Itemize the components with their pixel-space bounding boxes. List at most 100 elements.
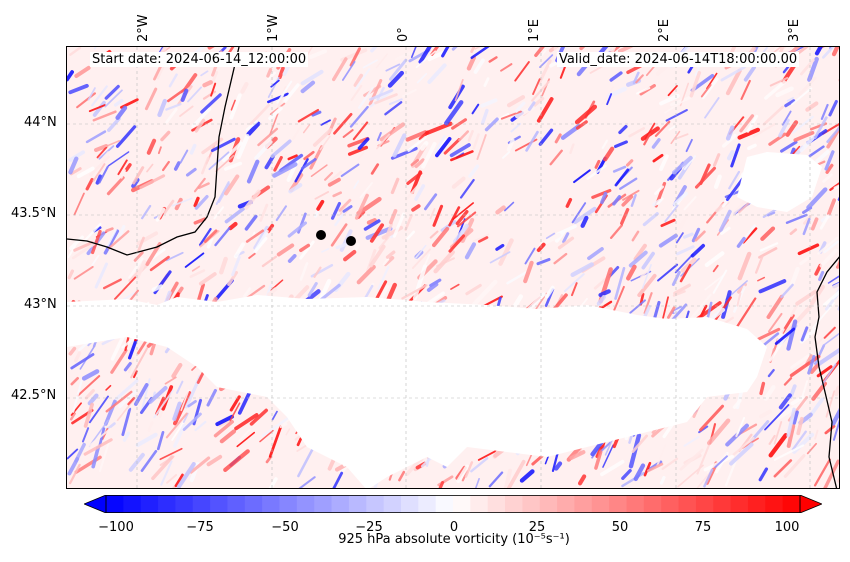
vorticity-streak bbox=[105, 227, 114, 233]
vorticity-streak bbox=[594, 450, 603, 470]
colorbar-cell bbox=[747, 495, 766, 513]
vorticity-streak bbox=[375, 280, 388, 300]
vorticity-streak bbox=[257, 127, 279, 147]
vorticity-streak bbox=[458, 130, 469, 142]
vorticity-streak bbox=[182, 412, 189, 423]
vorticity-streak bbox=[153, 389, 174, 419]
vorticity-streak bbox=[519, 469, 535, 483]
vorticity-streak bbox=[421, 141, 437, 169]
vorticity-streak bbox=[538, 128, 554, 146]
vorticity-streak bbox=[229, 395, 241, 412]
vorticity-streak bbox=[333, 112, 353, 135]
vorticity-streak bbox=[679, 448, 704, 471]
vorticity-streak bbox=[113, 98, 124, 107]
vorticity-streak bbox=[424, 253, 431, 266]
vorticity-streak bbox=[83, 402, 94, 428]
colorbar-cell bbox=[331, 495, 350, 513]
vorticity-streak bbox=[162, 160, 170, 172]
vorticity-streak bbox=[352, 242, 360, 254]
vorticity-streak bbox=[171, 362, 183, 379]
vorticity-streak bbox=[266, 223, 275, 234]
vorticity-streak bbox=[349, 105, 369, 128]
vorticity-streak bbox=[320, 119, 331, 126]
vorticity-streak bbox=[68, 346, 77, 356]
vorticity-streak bbox=[443, 138, 461, 155]
vorticity-streak bbox=[696, 444, 710, 475]
vorticity-streak bbox=[106, 229, 117, 247]
vorticity-streak bbox=[224, 174, 240, 196]
vorticity-streak bbox=[240, 81, 249, 94]
vorticity-streak bbox=[556, 224, 577, 236]
vorticity-streak bbox=[819, 214, 830, 230]
vorticity-streak bbox=[778, 118, 790, 138]
vorticity-streak bbox=[545, 232, 556, 240]
vorticity-streak bbox=[316, 199, 325, 211]
vorticity-streak bbox=[68, 235, 84, 251]
vorticity-streak bbox=[198, 272, 217, 286]
vorticity-streak bbox=[451, 176, 466, 189]
vorticity-streak bbox=[165, 251, 184, 262]
vorticity-streak bbox=[133, 383, 149, 406]
vorticity-streak bbox=[454, 78, 464, 102]
vorticity-streak bbox=[664, 204, 679, 223]
vorticity-streak bbox=[432, 226, 450, 248]
colorbar-cell bbox=[661, 495, 680, 513]
colorbar-gradient bbox=[84, 495, 822, 513]
vorticity-streak bbox=[268, 106, 283, 121]
vorticity-streak bbox=[67, 457, 80, 476]
vorticity-streak bbox=[829, 182, 839, 191]
vorticity-streak bbox=[95, 174, 103, 185]
colorbar-cell bbox=[296, 495, 315, 513]
vorticity-streak bbox=[596, 294, 606, 306]
vorticity-streak bbox=[712, 269, 728, 294]
colorbar-tick: −75 bbox=[186, 520, 214, 535]
vorticity-streak bbox=[673, 191, 688, 206]
vorticity-streak bbox=[789, 228, 798, 236]
colorbar-cell bbox=[123, 495, 142, 513]
vorticity-streak bbox=[73, 241, 94, 252]
vorticity-streak bbox=[222, 141, 243, 163]
colorbar-cell bbox=[435, 495, 454, 513]
vorticity-streak bbox=[838, 280, 839, 283]
vorticity-streak bbox=[432, 204, 444, 227]
vorticity-streak bbox=[712, 153, 721, 167]
vorticity-streak bbox=[506, 459, 526, 488]
vorticity-streak bbox=[245, 229, 264, 243]
vorticity-streak bbox=[354, 68, 371, 90]
vorticity-streak bbox=[472, 233, 490, 243]
vorticity-streak bbox=[88, 395, 109, 424]
vorticity-streak bbox=[388, 98, 403, 106]
vorticity-streak bbox=[210, 82, 217, 97]
vorticity-streak bbox=[790, 87, 813, 106]
vorticity-streak bbox=[674, 253, 694, 274]
vorticity-streak bbox=[370, 163, 380, 175]
vorticity-streak bbox=[187, 399, 197, 408]
vorticity-streak bbox=[768, 132, 787, 146]
vorticity-streak bbox=[763, 385, 776, 401]
vorticity-streak bbox=[699, 404, 725, 432]
vorticity-streak bbox=[565, 197, 573, 208]
vorticity-streak bbox=[238, 428, 251, 442]
vorticity-streak bbox=[554, 461, 563, 471]
vorticity-streak bbox=[385, 250, 396, 259]
vorticity-streak bbox=[791, 430, 807, 451]
vorticity-streak bbox=[625, 159, 634, 167]
vorticity-streak bbox=[105, 384, 112, 391]
vorticity-streak bbox=[774, 327, 796, 345]
vorticity-streak bbox=[571, 282, 578, 297]
vorticity-streak bbox=[438, 480, 445, 488]
vorticity-streak bbox=[477, 236, 489, 243]
vorticity-streak bbox=[800, 58, 815, 76]
vorticity-streak bbox=[773, 444, 805, 461]
vorticity-streak bbox=[147, 421, 154, 433]
vorticity-streak bbox=[470, 47, 490, 60]
vorticity-streak bbox=[414, 158, 425, 169]
vorticity-streak bbox=[280, 113, 292, 129]
vorticity-streak bbox=[675, 245, 695, 256]
vorticity-streak bbox=[202, 80, 213, 88]
vorticity-streak bbox=[68, 83, 89, 95]
vorticity-streak bbox=[267, 71, 277, 81]
vorticity-streak bbox=[752, 123, 776, 138]
vorticity-streak bbox=[313, 266, 322, 278]
vorticity-streak bbox=[110, 348, 128, 374]
